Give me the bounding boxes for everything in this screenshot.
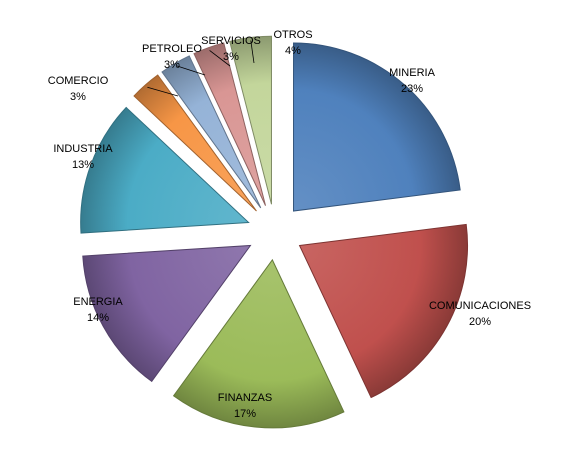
data-label-mineria: MINERIA 23% [389, 67, 436, 95]
data-label-petroleo: PETROLEO 3% [142, 43, 202, 71]
data-label-industria: INDUSTRIA 13% [53, 143, 113, 171]
data-label-value: 13% [72, 159, 94, 171]
leader-line-servicios [209, 50, 231, 67]
data-label-comunicaciones: COMUNICACIONES 20% [429, 300, 531, 328]
leader-line-comercio [147, 86, 179, 97]
pie-slice-otros [229, 35, 272, 205]
leader-line-petroleo [176, 65, 206, 76]
data-label-finanzas: FINANZAS 17% [218, 392, 272, 420]
data-label-category: ENERGIA [73, 296, 123, 308]
data-label-value: 3% [70, 91, 86, 103]
data-label-category: SERVICIOS [201, 35, 261, 47]
data-label-value: 3% [164, 59, 180, 71]
pie-slice-finanzas [172, 258, 345, 429]
data-label-category: OTROS [273, 29, 312, 41]
data-label-category: MINERIA [389, 67, 436, 79]
data-label-category: COMERCIO [48, 75, 109, 87]
pie-slice-mineria [293, 42, 461, 212]
data-label-value: 14% [87, 312, 109, 324]
data-label-comercio: COMERCIO 3% [48, 75, 109, 103]
data-label-value: 4% [285, 45, 301, 57]
pie-slice-petroleo [161, 55, 262, 209]
data-label-value: 20% [469, 316, 491, 328]
slices-layer [80, 35, 469, 429]
data-label-value: 17% [234, 408, 256, 420]
data-label-value: 23% [401, 83, 423, 95]
data-label-category: INDUSTRIA [53, 143, 113, 155]
pie-slice-comunicaciones [298, 223, 469, 399]
data-label-servicios: SERVICIOS 3% [201, 35, 261, 63]
data-label-value: 3% [223, 51, 239, 63]
pie-slice-servicios [193, 42, 267, 206]
leader-lines [147, 40, 255, 97]
data-label-energia: ENERGIA 14% [73, 296, 123, 324]
pie-slice-industria [80, 106, 250, 234]
data-label-category: COMUNICACIONES [429, 300, 531, 312]
data-label-otros: OTROS 4% [273, 29, 312, 57]
pie-slice-comercio [133, 74, 257, 212]
data-label-category: FINANZAS [218, 392, 272, 404]
pie-slice-energia [82, 244, 252, 383]
leader-line-otros [250, 40, 255, 64]
data-labels: MINERIA 23% COMUNICACIONES 20% FINANZAS 17% EN… [48, 29, 531, 420]
data-label-category: PETROLEO [142, 43, 202, 55]
